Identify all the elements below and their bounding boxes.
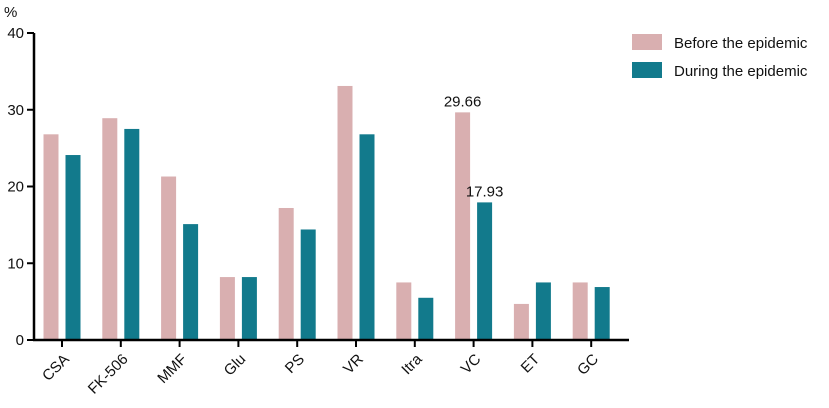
- y-tick-label: 40: [7, 25, 24, 42]
- bar-vc-series-1: [455, 112, 471, 340]
- x-tick-label: FK-506: [85, 351, 132, 398]
- x-tick-label: CSA: [39, 351, 73, 385]
- data-labels: 29.66 17.93: [444, 93, 504, 200]
- x-tick-label: PS: [282, 351, 308, 377]
- y-axis-unit: %: [4, 4, 17, 21]
- bars: [43, 85, 610, 341]
- legend: Before the epidemic During the epidemic: [632, 34, 808, 80]
- x-tick-label: GC: [574, 351, 602, 379]
- y-tick-label: 0: [16, 332, 24, 349]
- bar-fk-506-series-1: [102, 118, 118, 340]
- bar-fk-506-series-2: [124, 128, 140, 340]
- bar-csa-series-2: [65, 155, 81, 340]
- bar-itra-series-2: [418, 297, 434, 340]
- legend-label: During the epidemic: [674, 63, 808, 80]
- bar-vr-series-2: [359, 134, 375, 340]
- bar-ps-series-1: [278, 207, 294, 340]
- bar-glu-series-2: [241, 277, 257, 340]
- y-tick-label: 30: [7, 102, 24, 119]
- data-label: 17.93: [466, 183, 504, 200]
- legend-swatch: [632, 62, 662, 78]
- bar-vc-series-2: [477, 202, 493, 340]
- x-tick-label: ET: [518, 351, 544, 377]
- legend-label: Before the epidemic: [674, 35, 808, 52]
- data-label: 29.66: [444, 93, 482, 110]
- bar-mmf-series-1: [161, 176, 177, 340]
- bar-itra-series-1: [396, 282, 412, 340]
- bar-ps-series-2: [300, 229, 316, 340]
- bar-et-series-1: [513, 303, 529, 340]
- x-tick-label: Glu: [221, 351, 250, 380]
- x-tick-label: VC: [458, 351, 485, 378]
- bar-vr-series-1: [337, 85, 353, 341]
- x-tick-label: VR: [340, 351, 367, 378]
- y-axis-ticks: 0 10 20 30 40: [7, 25, 34, 349]
- x-axis-tick-labels: CSA FK-506 MMF Glu PS VR Itra VC ET GC: [39, 340, 602, 398]
- bar-csa-series-1: [43, 134, 59, 340]
- bar-gc-series-1: [572, 282, 588, 340]
- y-tick-label: 10: [7, 255, 24, 272]
- bar-et-series-2: [535, 282, 551, 340]
- bar-mmf-series-2: [183, 224, 199, 340]
- bar-glu-series-1: [219, 277, 235, 340]
- x-tick-label: MMF: [154, 351, 190, 387]
- x-tick-label: Itra: [398, 350, 426, 378]
- y-tick-label: 20: [7, 179, 24, 196]
- legend-swatch: [632, 34, 662, 50]
- bar-gc-series-2: [594, 287, 610, 340]
